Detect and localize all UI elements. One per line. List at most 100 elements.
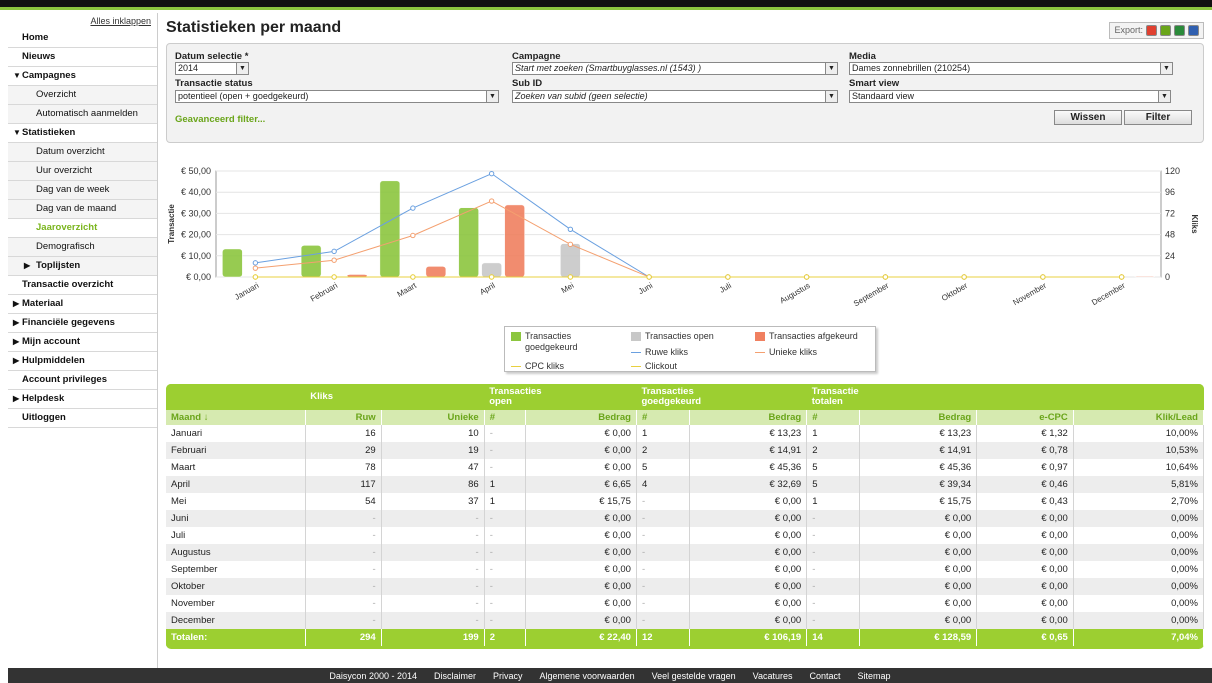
sidebar-item-label: Demografisch: [36, 241, 95, 252]
table-cell: -: [381, 612, 485, 629]
point-clickout[interactable]: [252, 274, 259, 280]
bar-transacties-goedgekeurd[interactable]: [458, 207, 479, 278]
sidebar-item-automatisch-aanmelden[interactable]: Automatisch aanmelden: [8, 105, 157, 124]
point-clickout[interactable]: [331, 274, 337, 280]
x-tick-label: December: [1090, 281, 1127, 307]
legend-label: Transacties goedgekeurd: [525, 331, 578, 352]
footer-link-privacy[interactable]: Privacy: [493, 671, 523, 681]
bar-transacties-goedgekeurd[interactable]: [379, 180, 401, 278]
sidebar-item-transactie-overzicht[interactable]: Transactie overzicht: [8, 276, 157, 295]
sidebar-item-helpdesk[interactable]: ▶ Helpdesk: [8, 390, 157, 409]
collapse-all-link[interactable]: Alles inklappen: [90, 16, 151, 26]
sidebar-item-home[interactable]: Home: [8, 29, 157, 48]
legend-item-ruwe-kliks[interactable]: Ruwe kliks: [631, 347, 688, 358]
sidebar-item-mijn-account[interactable]: ▶ Mijn account: [8, 333, 157, 352]
table-cell: -: [381, 510, 485, 527]
table-cell: -: [484, 459, 527, 476]
smartview-select[interactable]: Standaard view ▼: [849, 90, 1171, 103]
x-tick-label: April: [478, 281, 497, 297]
point-unieke-kliks[interactable]: [252, 265, 259, 271]
point-clickout[interactable]: [803, 274, 810, 280]
sort-month-header[interactable]: Maand ↓: [166, 410, 306, 425]
footer-link-algemene-voorwaarden[interactable]: Algemene voorwaarden: [539, 671, 635, 681]
sidebar-item-toplijsten[interactable]: ▶ Toplijsten: [8, 257, 157, 276]
bar-transacties-afgekeurd[interactable]: [425, 266, 447, 278]
sidebar-item-datum-overzicht[interactable]: Datum overzicht: [8, 143, 157, 162]
point-clickout[interactable]: [1040, 274, 1046, 280]
point-clickout[interactable]: [725, 274, 731, 280]
bar-transacties-goedgekeurd[interactable]: [222, 248, 243, 278]
point-ruwe-kliks[interactable]: [331, 248, 337, 255]
clear-button[interactable]: Wissen: [1054, 110, 1122, 125]
pdf-icon[interactable]: [1146, 25, 1157, 36]
bar-transacties-open[interactable]: [560, 243, 581, 278]
legend-item-transacties-goedgekeurd[interactable]: Transacties goedgekeurd: [511, 331, 621, 353]
point-clickout[interactable]: [882, 274, 889, 280]
point-clickout[interactable]: [646, 274, 652, 280]
table-cell: € 32,69: [689, 476, 808, 493]
filter-button[interactable]: Filter: [1124, 110, 1192, 125]
bar-transacties-afgekeurd[interactable]: [504, 204, 525, 278]
legend-item-unieke-kliks[interactable]: Unieke kliks: [755, 347, 817, 358]
point-clickout[interactable]: [410, 274, 416, 280]
point-clickout[interactable]: [567, 274, 574, 280]
sidebar-item-uitloggen[interactable]: Uitloggen: [8, 409, 157, 428]
campagne-select[interactable]: Start met zoeken (Smartbuyglasses.nl (15…: [512, 62, 838, 75]
sidebar-item-nieuws[interactable]: Nieuws: [8, 48, 157, 67]
sidebar-item-demografisch[interactable]: Demografisch: [8, 238, 157, 257]
point-unieke-kliks[interactable]: [567, 241, 574, 248]
point-unieke-kliks[interactable]: [331, 257, 337, 263]
y-tick-label: € 50,00: [181, 166, 211, 176]
sidebar-item-account-privileges[interactable]: Account privileges: [8, 371, 157, 390]
legend-item-clickout[interactable]: Clickout: [631, 361, 677, 372]
point-unieke-kliks[interactable]: [488, 198, 495, 204]
sidebar-item-overzicht[interactable]: Overzicht: [8, 86, 157, 105]
point-ruwe-kliks[interactable]: [488, 170, 495, 177]
x-tick-label: Augustus: [778, 281, 811, 305]
advanced-filter-link[interactable]: Geavanceerd filter...: [175, 114, 266, 125]
sidebar-item-jaaroverzicht[interactable]: Jaaroverzicht: [8, 219, 157, 238]
table-cell: 10,64%: [1073, 459, 1204, 476]
table-cell: € 0,00: [859, 510, 978, 527]
sidebar-item-uur-overzicht[interactable]: Uur overzicht: [8, 162, 157, 181]
excel-icon[interactable]: [1174, 25, 1185, 36]
csv-icon[interactable]: [1160, 25, 1171, 36]
table-cell: -: [305, 510, 382, 527]
footer-link-veel-gestelde-vragen[interactable]: Veel gestelde vragen: [651, 671, 736, 681]
point-unieke-kliks[interactable]: [410, 232, 416, 239]
sidebar-item-statistieken[interactable]: ▼ Statistieken: [8, 124, 157, 143]
x-tick-label: September: [852, 281, 891, 309]
table-cell: € 0,00: [689, 544, 808, 561]
point-ruwe-kliks[interactable]: [567, 226, 574, 233]
point-clickout[interactable]: [488, 274, 495, 280]
sidebar-item-hulpmiddelen[interactable]: ▶ Hulpmiddelen: [8, 352, 157, 371]
point-ruwe-kliks[interactable]: [410, 205, 416, 211]
x-tick-label: Januari: [233, 281, 260, 302]
table-cell: -: [636, 510, 690, 527]
bar-transacties-afgekeurd[interactable]: [1134, 276, 1155, 278]
point-clickout[interactable]: [1118, 274, 1125, 280]
subid-select[interactable]: Zoeken van subid (geen selectie) ▼: [512, 90, 838, 103]
media-select[interactable]: Dames zonnebrillen (210254) ▼: [849, 62, 1173, 75]
sidebar-item-financiele-gegevens[interactable]: ▶ Financiële gegevens: [8, 314, 157, 333]
legend-item-transacties-open[interactable]: Transacties open: [631, 331, 714, 342]
sidebar-item-campagnes[interactable]: ▼ Campagnes: [8, 67, 157, 86]
footer-link-disclaimer[interactable]: Disclaimer: [433, 671, 476, 681]
bar-swatch-icon: [511, 332, 521, 341]
sidebar-item-materiaal[interactable]: ▶ Materiaal: [8, 295, 157, 314]
bar-transacties-goedgekeurd[interactable]: [300, 245, 322, 278]
footer-link-contact[interactable]: Contact: [809, 671, 841, 681]
point-ruwe-kliks[interactable]: [252, 260, 259, 266]
datum-select[interactable]: 2014 ▼: [175, 62, 249, 75]
footer-link-vacatures[interactable]: Vacatures: [752, 671, 793, 681]
sidebar-item-dag-van-de-maand[interactable]: Dag van de maand: [8, 200, 157, 219]
y-axis-label: Transactie: [167, 204, 176, 244]
point-clickout[interactable]: [961, 274, 967, 280]
legend-item-transacties-afgekeurd[interactable]: Transacties afgekeurd: [755, 331, 858, 342]
word-icon[interactable]: [1188, 25, 1199, 36]
column-header: #: [484, 410, 527, 425]
status-select[interactable]: potentieel (open + goedgekeurd) ▼: [175, 90, 499, 103]
sidebar-item-dag-van-de-week[interactable]: Dag van de week: [8, 181, 157, 200]
legend-item-cpc-kliks[interactable]: CPC kliks: [511, 361, 564, 372]
footer-link-sitemap[interactable]: Sitemap: [857, 671, 891, 681]
